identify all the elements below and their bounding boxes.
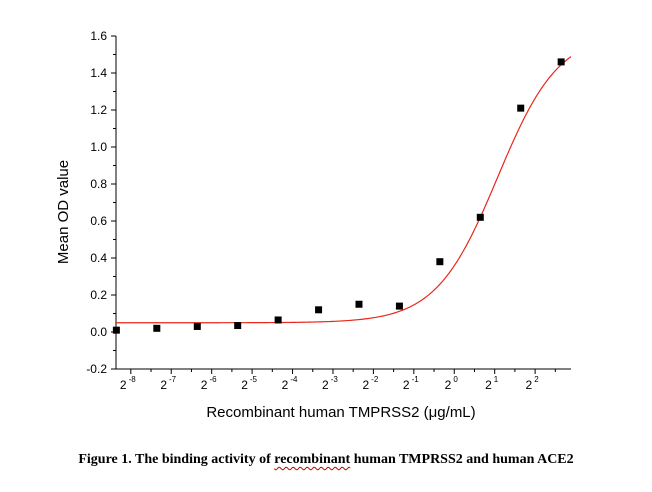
- data-point: [355, 300, 363, 308]
- fit-curve-layer: [116, 56, 572, 324]
- y-tick-label: 1.4: [90, 66, 107, 80]
- axes: -0.2 0.0 0.2 0.4 0.6 0.8 1.0 1.2 1.4 1.6 2 -8 2 -7 2 -6…: [86, 29, 571, 392]
- caption-text-end: human TMPRSS2 and human ACE2: [350, 452, 574, 467]
- data-point: [517, 104, 525, 112]
- y-tick-label: 0.8: [90, 177, 107, 191]
- data-point: [557, 58, 565, 66]
- y-tick-label: 0.2: [90, 288, 107, 302]
- data-point: [234, 322, 242, 330]
- y-tick-label: 1.0: [90, 140, 107, 154]
- data-point: [436, 258, 444, 266]
- data-point: [274, 316, 282, 324]
- data-point: [112, 326, 120, 334]
- x-tick-label: 2 -2: [362, 375, 378, 392]
- y-tick-label: 0.6: [90, 214, 107, 228]
- x-tick-label: 2 -6: [201, 375, 217, 392]
- x-axis-title: Recombinant human TMPRSS2 (μg/mL): [206, 404, 475, 421]
- y-axis-title: Mean OD value: [55, 160, 72, 264]
- data-point: [395, 302, 403, 310]
- x-tick-label: 2 -3: [322, 375, 338, 392]
- x-tick-label: 2 -5: [241, 375, 257, 392]
- y-tick-label: -0.2: [86, 362, 107, 376]
- data-point: [315, 306, 323, 314]
- y-tick-label: 0.4: [90, 251, 107, 265]
- data-point: [476, 213, 484, 221]
- data-points-layer: [112, 58, 565, 334]
- figure-caption: Figure 1. The binding activity of recomb…: [0, 452, 652, 468]
- data-point: [153, 324, 161, 332]
- fit-curve: [116, 56, 572, 324]
- caption-text-start: Figure 1. The binding activity of: [78, 452, 275, 467]
- data-point: [193, 322, 201, 330]
- x-tick-label: 2 -8: [120, 375, 136, 392]
- x-tick-label: 2 -7: [160, 375, 176, 392]
- y-tick-label: 1.2: [90, 103, 107, 117]
- caption-flagged-word: recombinant: [274, 452, 351, 467]
- x-tick-label: 2 -1: [403, 375, 419, 392]
- y-tick-label: 1.6: [90, 29, 107, 43]
- x-tick-label: 2 -4: [282, 375, 298, 392]
- y-tick-label: 0.0: [90, 325, 107, 339]
